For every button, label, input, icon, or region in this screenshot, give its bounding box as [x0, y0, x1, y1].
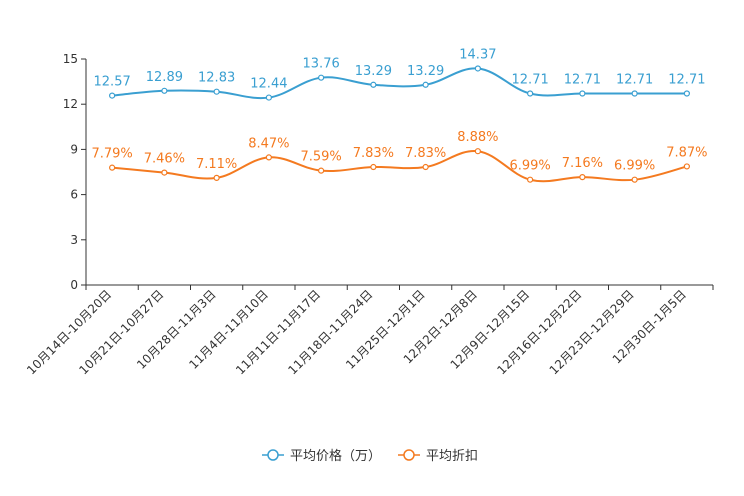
data-label: 13.76 — [303, 57, 340, 72]
data-point[interactable] — [109, 92, 116, 99]
y-tick-label: 12 — [63, 97, 78, 111]
data-label: 7.16% — [562, 156, 603, 171]
data-label: 12.71 — [512, 73, 549, 88]
data-point[interactable] — [318, 74, 325, 81]
data-label: 12.57 — [94, 75, 131, 90]
data-label: 12.71 — [564, 73, 601, 88]
series-2: 7.79% 7.46% 7.11% 8.47% 7.59% 7.83% 7.83% 8.88%… — [91, 130, 708, 183]
data-point[interactable] — [318, 167, 325, 174]
data-point[interactable] — [213, 88, 220, 95]
data-point[interactable] — [631, 176, 638, 183]
data-point[interactable] — [370, 163, 377, 171]
y-tick-label: 15 — [63, 52, 78, 66]
legend-marker-icon — [267, 449, 279, 461]
legend-item-1[interactable]: 平均价格（万） — [262, 448, 381, 464]
data-point[interactable] — [527, 90, 534, 97]
data-point[interactable] — [683, 90, 690, 97]
series-line — [112, 67, 687, 100]
data-point[interactable] — [474, 148, 481, 155]
series-layer: 12.57 12.89 12.83 12.44 13.76 13.29 13.29 14.37… — [91, 47, 708, 183]
y-tick-label: 0 — [70, 278, 78, 292]
data-point[interactable] — [683, 163, 690, 170]
data-label: 13.29 — [407, 64, 444, 79]
data-label: 7.83% — [353, 146, 394, 161]
series-line — [112, 150, 688, 183]
x-tick-label: 10月14日-10月20日 — [24, 287, 114, 377]
data-point[interactable] — [370, 81, 377, 88]
data-point[interactable] — [265, 94, 272, 101]
data-label: 7.87% — [666, 145, 707, 160]
data-point[interactable] — [422, 163, 429, 171]
data-point[interactable] — [161, 87, 168, 94]
legend-label: 平均价格（万） — [290, 448, 381, 464]
y-tick-label: 9 — [70, 142, 78, 156]
data-point[interactable] — [579, 174, 586, 181]
data-point[interactable] — [579, 90, 586, 97]
data-label: 6.99% — [614, 159, 655, 174]
data-label: 13.29 — [355, 64, 392, 79]
data-point[interactable] — [265, 154, 272, 161]
data-label: 12.83 — [198, 71, 235, 86]
data-point[interactable] — [161, 169, 168, 176]
data-label: 7.79% — [91, 147, 132, 162]
data-label: 12.89 — [146, 70, 183, 85]
series-1: 12.57 12.89 12.83 12.44 13.76 13.29 13.29 14.37… — [94, 47, 705, 101]
y-tick-label: 3 — [70, 233, 78, 247]
data-label: 12.71 — [668, 73, 705, 88]
data-label: 6.99% — [509, 159, 550, 174]
data-label: 7.46% — [144, 152, 185, 167]
legend-marker-icon — [403, 449, 415, 461]
legend-item-2[interactable]: 平均折扣 — [398, 449, 478, 464]
data-point[interactable] — [527, 176, 534, 183]
data-point[interactable] — [631, 90, 638, 97]
data-point[interactable] — [422, 81, 429, 88]
y-tick-label: 6 — [70, 188, 78, 202]
data-label: 8.88% — [457, 130, 498, 145]
data-point[interactable] — [474, 65, 481, 72]
legend-label: 平均折扣 — [426, 449, 478, 464]
legend[interactable]: 平均价格（万） 平均折扣 — [262, 448, 478, 464]
data-label: 7.59% — [300, 150, 341, 165]
data-label: 12.44 — [250, 77, 287, 92]
data-label: 12.71 — [616, 73, 653, 88]
data-point[interactable] — [213, 174, 220, 181]
data-label: 7.11% — [196, 157, 237, 172]
axes: 0369121510月14日-10月20日10月21日-10月27日10月28日… — [24, 52, 714, 377]
data-label: 14.37 — [459, 47, 496, 62]
data-point[interactable] — [109, 164, 116, 171]
data-label: 7.83% — [405, 146, 446, 161]
data-label: 8.47% — [248, 136, 289, 151]
